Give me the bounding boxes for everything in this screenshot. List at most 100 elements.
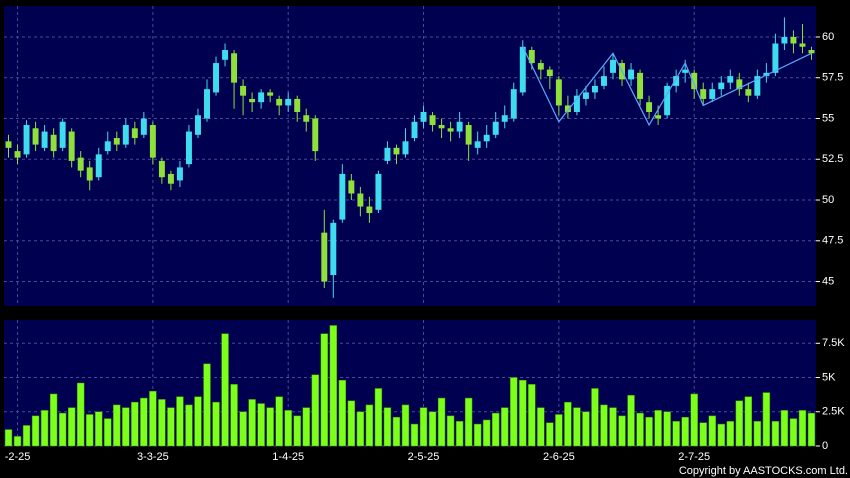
- volume-bar: [546, 422, 554, 447]
- candle-body: [456, 121, 463, 132]
- volume-bar: [537, 407, 545, 447]
- volume-bar: [239, 411, 247, 447]
- y-tick-label: 57.5: [822, 72, 843, 84]
- volume-bar: [140, 397, 148, 447]
- candle-body: [222, 50, 229, 60]
- candle-body: [77, 157, 84, 171]
- volume-bar: [699, 422, 707, 447]
- candle-body: [366, 206, 373, 214]
- candle-body: [582, 92, 589, 99]
- candle-body: [772, 43, 779, 73]
- volume-bar: [446, 415, 455, 447]
- y-tick-label: 7.5K: [822, 337, 845, 349]
- candle-body: [195, 115, 201, 135]
- volume-bar: [95, 411, 103, 447]
- candle-body: [564, 105, 571, 112]
- y-tick-label: 5K: [822, 371, 836, 383]
- candle-body: [546, 69, 553, 77]
- volume-bar: [807, 412, 816, 447]
- candle-body: [447, 128, 454, 132]
- candle-body: [285, 98, 292, 106]
- volume-bar: [473, 423, 482, 447]
- volume-bar: [149, 390, 157, 447]
- candle-body: [700, 89, 707, 99]
- volume-bar: [645, 416, 653, 447]
- volume-bar: [428, 411, 437, 447]
- volume-bar: [266, 407, 274, 447]
- candle-body: [438, 125, 445, 129]
- candle-body: [637, 72, 644, 99]
- candle-body: [185, 131, 192, 165]
- x-tick-label: 3-3-25: [137, 451, 169, 463]
- volume-bar: [122, 407, 130, 447]
- candle-body: [691, 72, 698, 90]
- candle-body: [808, 50, 815, 54]
- candle-body: [50, 134, 57, 152]
- volume-bar: [67, 407, 76, 447]
- candle-body: [799, 43, 806, 47]
- volume-bar: [347, 400, 356, 447]
- candle-body: [573, 95, 580, 112]
- candle-body: [736, 79, 743, 90]
- candle-body: [32, 128, 39, 145]
- volume-bar: [464, 397, 473, 447]
- candle-body: [294, 98, 301, 112]
- candle-body: [628, 69, 635, 80]
- candle-body: [122, 125, 129, 145]
- volume-bar: [329, 325, 337, 447]
- volume-bar: [104, 418, 112, 447]
- candle-body: [528, 50, 535, 64]
- volume-bar: [591, 388, 599, 447]
- volume-bar: [771, 421, 780, 447]
- candle-body: [167, 173, 174, 184]
- candle-body: [158, 160, 165, 178]
- candle-body: [312, 118, 319, 152]
- volume-bar: [780, 410, 789, 447]
- y-tick-label: 52.5: [822, 153, 843, 165]
- volume-bar: [131, 401, 139, 447]
- candle-body: [474, 141, 481, 148]
- volume-bar: [564, 401, 572, 447]
- candle-body: [429, 115, 436, 126]
- candle-body: [673, 76, 680, 86]
- candle-body: [402, 141, 409, 155]
- volume-bar: [789, 418, 798, 447]
- candle-body: [5, 141, 12, 148]
- volume-bar: [230, 384, 238, 447]
- volume-bar: [194, 396, 202, 447]
- volume-bar: [58, 412, 67, 447]
- candle-body: [718, 82, 725, 90]
- volume-bar: [212, 401, 220, 447]
- candle-body: [14, 151, 21, 158]
- candle-body: [113, 138, 120, 145]
- candle-body: [790, 36, 797, 44]
- volume-bar: [501, 407, 509, 447]
- candle-body: [682, 69, 689, 73]
- volume-bar: [483, 419, 491, 447]
- volume-bar: [40, 410, 49, 447]
- x-tick-label: 2-6-25: [543, 451, 575, 463]
- volume-bar: [49, 393, 58, 447]
- volume-bar: [22, 425, 31, 447]
- x-tick-label: 2-5-25: [408, 451, 440, 463]
- y-tick-label: 50: [822, 194, 834, 206]
- candle-body: [231, 53, 238, 83]
- candle-body: [131, 128, 138, 139]
- volume-bar: [455, 421, 464, 447]
- volume-bar: [627, 395, 635, 447]
- candle-body: [664, 85, 671, 116]
- y-tick-label: 47.5: [822, 235, 843, 247]
- candle-body: [610, 59, 616, 73]
- candle-body: [420, 111, 427, 122]
- volume-bar: [338, 380, 347, 447]
- volume-bar: [275, 396, 283, 447]
- volume-bar: [419, 407, 428, 447]
- x-tick-label: 1-4-25: [272, 451, 304, 463]
- price-panel: [4, 6, 816, 306]
- candle-body: [330, 222, 337, 276]
- volume-bar: [510, 377, 518, 447]
- volume-bar: [410, 423, 419, 447]
- volume-bar: [618, 415, 626, 447]
- candle-body: [86, 167, 93, 181]
- volume-bar: [726, 421, 734, 447]
